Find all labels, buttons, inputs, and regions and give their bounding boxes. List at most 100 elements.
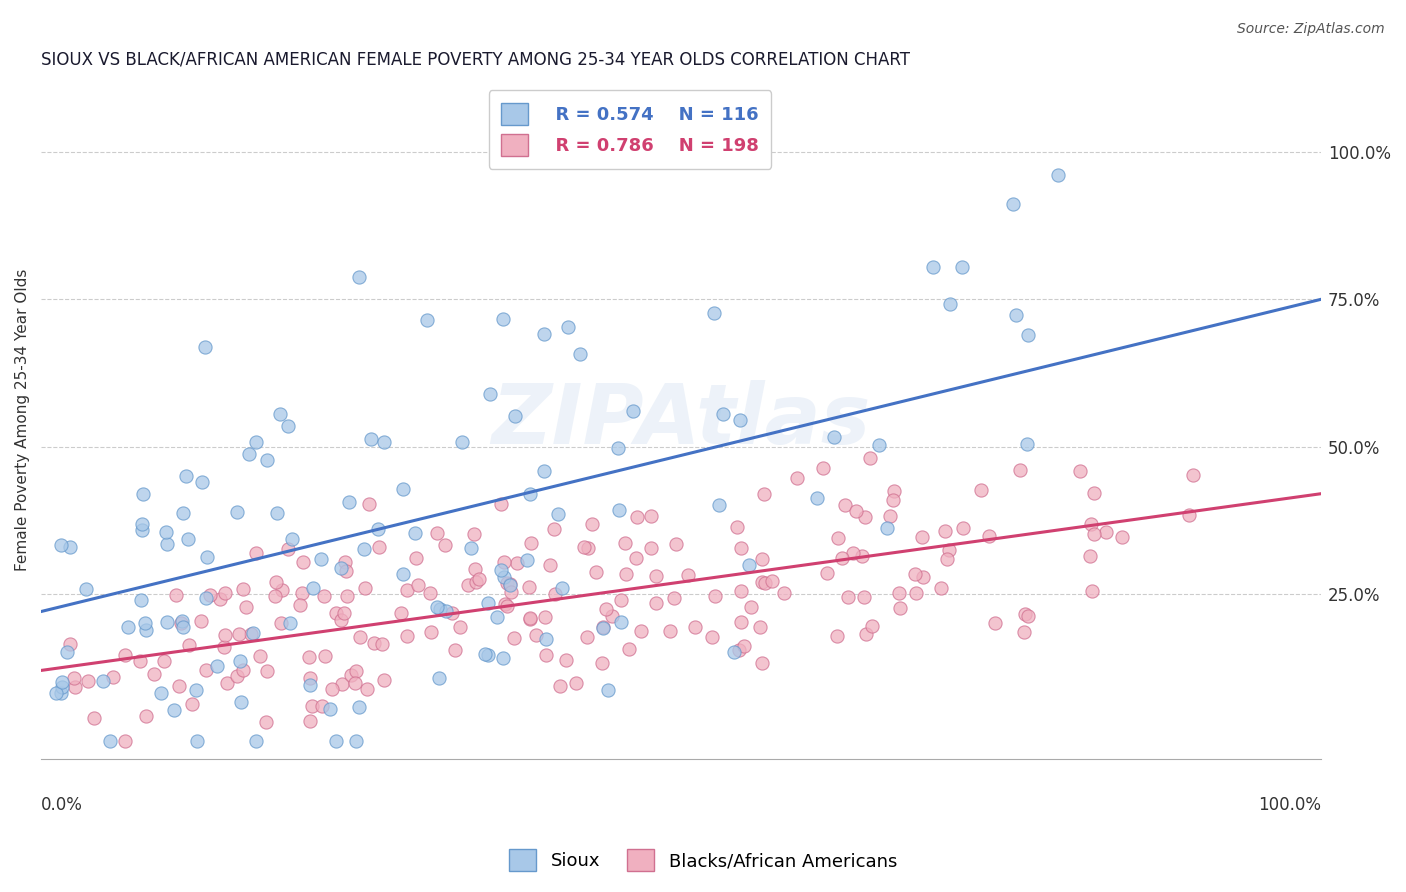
Point xyxy=(855,627,877,641)
Point xyxy=(330,613,353,627)
Point xyxy=(134,615,156,630)
Point xyxy=(325,606,347,620)
Point xyxy=(311,698,333,713)
Point xyxy=(929,581,952,595)
Point xyxy=(489,563,512,577)
Point xyxy=(499,577,522,591)
Point xyxy=(665,537,688,551)
Point xyxy=(217,676,239,690)
Point xyxy=(312,589,335,603)
Point xyxy=(664,591,686,606)
Point xyxy=(834,498,856,512)
Point xyxy=(270,582,292,597)
Point xyxy=(357,497,380,511)
Point xyxy=(299,671,322,685)
Point xyxy=(1018,609,1040,624)
Point xyxy=(883,483,905,498)
Point xyxy=(751,552,773,566)
Point xyxy=(506,556,529,570)
Point xyxy=(733,640,755,654)
Point xyxy=(950,260,973,274)
Point xyxy=(309,551,332,566)
Point xyxy=(904,567,927,582)
Point xyxy=(363,636,385,650)
Point xyxy=(970,483,993,497)
Point xyxy=(626,510,648,524)
Point xyxy=(91,673,114,688)
Point xyxy=(485,610,508,624)
Point xyxy=(129,654,152,668)
Point xyxy=(876,521,898,535)
Point xyxy=(114,648,136,663)
Point xyxy=(291,586,314,600)
Point xyxy=(131,524,153,538)
Point xyxy=(457,578,479,592)
Text: 100.0%: 100.0% xyxy=(1258,796,1322,814)
Point xyxy=(232,582,254,596)
Point xyxy=(1177,508,1199,522)
Point xyxy=(659,624,682,639)
Point xyxy=(349,630,371,644)
Point xyxy=(209,591,232,606)
Point xyxy=(153,654,176,668)
Point xyxy=(979,528,1001,542)
Point xyxy=(813,460,835,475)
Point xyxy=(389,606,412,620)
Point xyxy=(703,306,725,320)
Point xyxy=(842,546,865,560)
Point xyxy=(142,667,165,681)
Point xyxy=(939,297,962,311)
Point xyxy=(1181,467,1204,482)
Point xyxy=(613,536,636,550)
Point xyxy=(564,675,586,690)
Point xyxy=(131,487,153,501)
Point xyxy=(75,582,97,597)
Point xyxy=(190,614,212,628)
Point xyxy=(543,522,565,536)
Point xyxy=(396,582,419,597)
Point xyxy=(59,540,82,554)
Point xyxy=(1047,168,1070,182)
Point xyxy=(179,638,201,652)
Point xyxy=(354,582,377,596)
Point xyxy=(277,419,299,434)
Point xyxy=(728,643,751,657)
Point xyxy=(479,387,502,401)
Point xyxy=(198,588,221,602)
Point xyxy=(544,587,567,601)
Point xyxy=(773,586,796,600)
Point xyxy=(1012,624,1035,639)
Point xyxy=(1004,308,1026,322)
Point xyxy=(443,643,465,657)
Point xyxy=(477,596,499,610)
Point xyxy=(367,522,389,536)
Point xyxy=(1111,530,1133,544)
Point xyxy=(226,669,249,683)
Point xyxy=(270,615,292,630)
Point xyxy=(117,620,139,634)
Point xyxy=(184,683,207,698)
Point xyxy=(474,648,496,662)
Point xyxy=(98,734,121,748)
Point xyxy=(59,636,82,650)
Point xyxy=(392,566,415,581)
Point xyxy=(860,619,883,633)
Point xyxy=(441,606,464,620)
Point xyxy=(330,677,353,691)
Point xyxy=(1083,485,1105,500)
Point xyxy=(321,681,343,696)
Point xyxy=(610,593,633,607)
Point xyxy=(460,541,482,556)
Point xyxy=(420,624,443,639)
Point xyxy=(494,570,516,584)
Point xyxy=(371,637,394,651)
Point xyxy=(174,469,197,483)
Point xyxy=(640,541,662,555)
Point xyxy=(738,558,761,572)
Point xyxy=(524,628,547,642)
Point xyxy=(1017,327,1039,342)
Point xyxy=(868,438,890,452)
Point xyxy=(195,591,218,606)
Point xyxy=(683,620,706,634)
Point xyxy=(465,575,488,590)
